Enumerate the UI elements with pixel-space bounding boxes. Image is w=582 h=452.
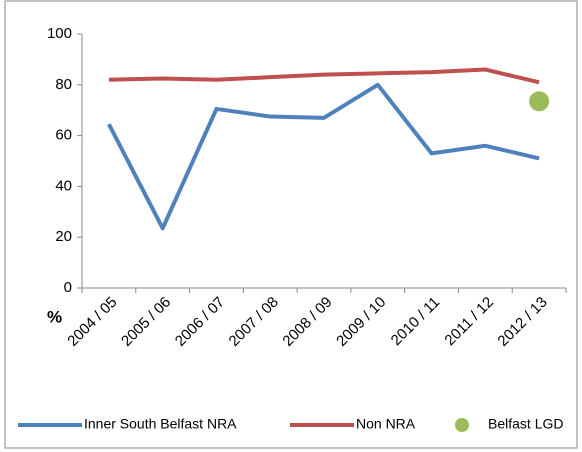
x-tick-label: 2010 / 11 (388, 294, 443, 349)
y-tick-label: 20 (55, 228, 72, 245)
y-tick-label: 100 (47, 25, 72, 42)
legend-label: Inner South Belfast NRA (84, 416, 237, 432)
x-tick-label: 2008 / 09 (279, 294, 335, 350)
x-tick-label: 2004 / 05 (64, 294, 120, 350)
x-tick-label: 2005 / 06 (118, 294, 174, 350)
x-tick-label: 2007 / 08 (226, 294, 282, 350)
x-tick-label: 2009 / 10 (333, 294, 389, 350)
y-axis-label: % (47, 307, 62, 326)
y-tick-label: 40 (55, 177, 72, 194)
chart-border (4, 0, 578, 449)
data-point (529, 91, 550, 112)
x-tick-label: 2006 / 07 (172, 294, 228, 350)
legend-label: Belfast LGD (488, 416, 563, 432)
legend-label: Non NRA (356, 416, 416, 432)
y-tick-label: 80 (55, 76, 72, 93)
legend-swatch (455, 418, 469, 432)
x-tick-label: 2012 / 13 (494, 294, 550, 350)
series-line (108, 67, 540, 85)
y-tick-label: 60 (55, 127, 72, 144)
series-line (107, 82, 540, 231)
y-tick-label: 0 (64, 279, 72, 296)
x-tick-label: 2011 / 12 (441, 294, 496, 349)
